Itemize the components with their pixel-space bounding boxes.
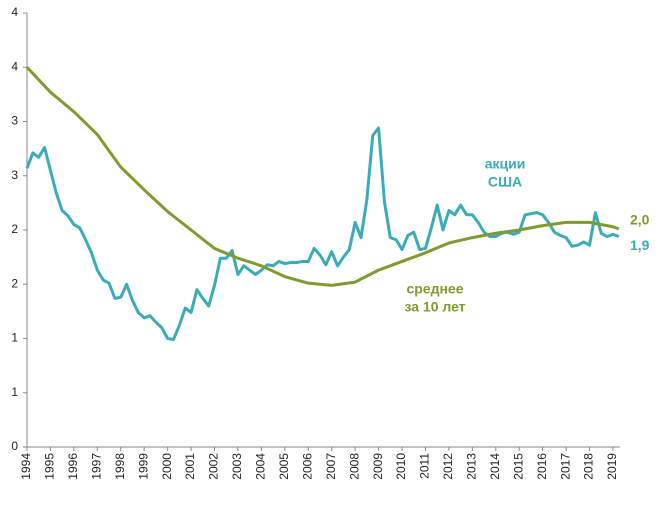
x-tick-label: 2012 [441, 453, 455, 480]
x-tick-label: 2009 [371, 453, 385, 480]
x-tick-label: 2014 [488, 453, 502, 480]
x-tick-label: 2000 [160, 453, 174, 480]
x-tick-label: 2003 [230, 453, 244, 480]
annotation: за 10 лет [404, 299, 465, 315]
x-tick-label: 2001 [183, 453, 197, 480]
x-tick-label: 2007 [324, 453, 338, 480]
x-tick-label: 2016 [535, 453, 549, 480]
y-tick-label: 1 [11, 331, 18, 345]
end-label: 2,0 [630, 212, 650, 228]
y-tick-label: 0 [11, 439, 18, 453]
y-tick-label: 2 [11, 222, 18, 236]
x-tick-label: 2015 [511, 453, 525, 480]
y-tick-label: 1 [11, 385, 18, 399]
x-tick-label: 2005 [277, 453, 291, 480]
x-tick-label: 2017 [558, 453, 572, 480]
x-tick-label: 2006 [300, 453, 314, 480]
x-tick-label: 2019 [605, 453, 619, 480]
y-tick-label: 4 [11, 59, 18, 73]
x-tick-label: 2011 [418, 453, 432, 479]
annotation: среднее [406, 281, 463, 297]
y-tick-label: 2 [11, 276, 18, 290]
x-tick-label: 1996 [66, 453, 80, 480]
x-tick-label: 1995 [43, 453, 57, 480]
x-tick-label: 1998 [113, 453, 127, 480]
end-label: 1,9 [630, 237, 650, 253]
x-tick-label: 2013 [465, 453, 479, 480]
x-tick-label: 2002 [207, 453, 221, 480]
x-tick-label: 2018 [582, 453, 596, 480]
x-tick-label: 2010 [394, 453, 408, 480]
x-tick-label: 2008 [347, 453, 361, 480]
y-tick-label: 4 [11, 5, 18, 19]
line [25, 66, 620, 287]
x-tick-label: 1997 [89, 453, 103, 480]
x-tick-label: 1994 [19, 453, 33, 480]
x-tick-label: 2004 [254, 453, 268, 480]
x-tick-label: 1999 [136, 453, 150, 480]
y-tick-label: 3 [11, 114, 18, 128]
annotation: акции [485, 156, 526, 172]
annotation: США [488, 174, 522, 190]
y-tick-label: 3 [11, 168, 18, 182]
